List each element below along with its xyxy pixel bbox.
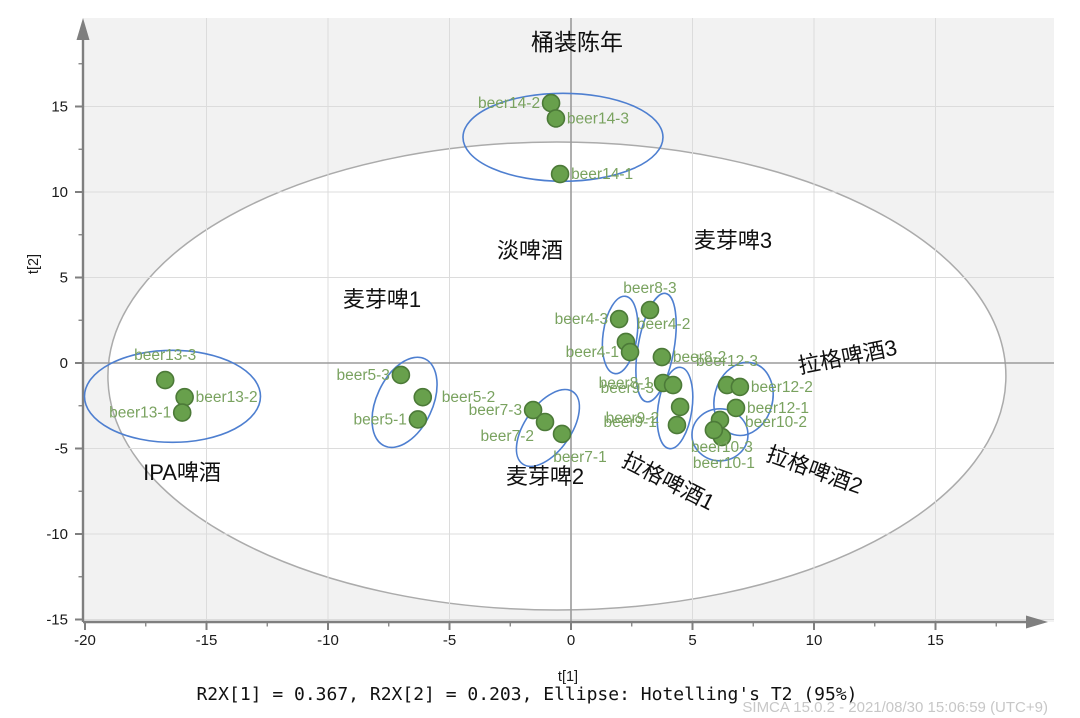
point-label: beer7-1 <box>553 449 606 466</box>
point-label: beer14-1 <box>571 166 633 183</box>
data-point[interactable] <box>391 365 411 385</box>
x-tick-label: -15 <box>196 632 218 649</box>
tick-labels: -20 -15 -10 -5 0 5 10 15 -15 -10 -5 0 5 10 15 <box>46 99 944 650</box>
point-labels: beer14-2 beer14-3 beer14-1 beer13-3 beer13-2… <box>109 95 813 472</box>
point-label: beer9-1 <box>604 414 657 431</box>
cluster-ellipse <box>635 292 677 403</box>
point-label: beer10-1 <box>693 455 755 472</box>
axes <box>75 18 1048 630</box>
y-axis-title: t[2] <box>26 254 42 274</box>
cluster-annotation: 麦芽啤1 <box>343 287 421 312</box>
point-label: beer4-3 <box>555 311 608 328</box>
point-label: beer10-2 <box>745 414 807 431</box>
point-label: beer7-2 <box>481 428 534 445</box>
data-point[interactable] <box>670 397 690 417</box>
x-tick-label: 15 <box>927 632 944 649</box>
data-point[interactable] <box>175 387 194 407</box>
plot-background <box>83 18 1054 622</box>
x-axis-arrow-icon <box>1026 615 1048 629</box>
cluster-annotation: 淡啤酒 <box>497 238 563 263</box>
cluster-ellipse <box>601 295 639 375</box>
data-point[interactable] <box>667 415 687 435</box>
model-statistics-text: R2X[1] = 0.367, R2X[2] = 0.203, Ellipse:… <box>196 684 857 705</box>
hotelling-t2-ellipse <box>107 141 1007 611</box>
point-label: beer13-1 <box>109 405 171 422</box>
data-point[interactable] <box>663 375 683 395</box>
x-tick-label: 10 <box>806 632 823 649</box>
data-point[interactable] <box>609 309 629 329</box>
cluster-annotation: 麦芽啤3 <box>694 228 772 253</box>
grid-lines <box>83 18 1054 622</box>
cluster-ellipse <box>371 356 438 449</box>
y-tick-label: -15 <box>46 612 68 629</box>
data-point[interactable] <box>550 164 570 184</box>
y-tick-label: -5 <box>55 441 68 458</box>
y-tick-label: 5 <box>60 270 68 287</box>
x-tick-label: -10 <box>317 632 339 649</box>
y-tick-label: 15 <box>51 99 68 116</box>
point-label: beer8-2 <box>673 349 726 366</box>
y-tick-label: 10 <box>51 184 68 201</box>
cluster-annotation: 麦芽啤2 <box>506 464 584 489</box>
y-tick-label: -10 <box>46 526 68 543</box>
point-label: beer12-3 <box>696 353 758 370</box>
point-label: beer9-3 <box>601 380 654 397</box>
data-point[interactable] <box>730 377 750 397</box>
x-tick-label: -20 <box>74 632 96 649</box>
point-label: beer7-3 <box>469 402 522 419</box>
point-label: beer10-3 <box>691 439 753 456</box>
data-point[interactable] <box>552 424 572 444</box>
point-label: beer8-1 <box>599 375 652 392</box>
y-tick-label: 0 <box>60 355 68 372</box>
point-label: beer4-1 <box>566 344 619 361</box>
data-point[interactable] <box>541 93 561 113</box>
x-tick-label: 5 <box>688 632 696 649</box>
data-point[interactable] <box>523 400 543 420</box>
point-label: beer5-3 <box>336 367 389 384</box>
y-axis-arrow-icon <box>76 18 90 40</box>
data-point[interactable] <box>546 109 566 128</box>
data-point[interactable] <box>413 387 433 407</box>
cluster-ellipse <box>713 361 774 437</box>
point-label: beer14-2 <box>478 95 540 112</box>
data-point[interactable] <box>408 410 428 429</box>
data-point[interactable] <box>704 420 724 440</box>
point-label: beer13-2 <box>196 389 258 406</box>
data-point[interactable] <box>155 370 175 390</box>
simca-watermark: SIMCA 15.0.2 - 2021/08/30 15:06:59 (UTC+… <box>742 699 1048 716</box>
data-point[interactable] <box>652 347 672 367</box>
cluster-ellipse <box>83 349 262 444</box>
data-points <box>155 93 750 447</box>
data-point[interactable] <box>726 398 746 418</box>
data-point[interactable] <box>535 412 555 432</box>
point-label: beer4-2 <box>637 316 690 333</box>
x-tick-label: -5 <box>443 632 456 649</box>
data-point[interactable] <box>620 342 640 362</box>
data-point[interactable] <box>640 300 660 320</box>
point-label: beer5-2 <box>442 389 495 406</box>
point-label: beer12-1 <box>747 400 809 417</box>
point-label: beer8-3 <box>623 280 676 297</box>
x-tick-label: 0 <box>567 632 575 649</box>
cluster-annotation: IPA啤酒 <box>143 460 221 485</box>
point-label: beer9-2 <box>606 410 659 427</box>
x-axis-title: t[1] <box>558 669 578 685</box>
cluster-annotation: 桶装陈年 <box>531 29 623 55</box>
data-point[interactable] <box>172 403 192 422</box>
point-label: beer14-3 <box>567 110 629 127</box>
point-label: beer5-1 <box>353 411 406 428</box>
point-label: beer13-3 <box>134 347 196 364</box>
point-label: beer12-2 <box>751 379 813 396</box>
cluster-ellipse <box>656 366 694 450</box>
